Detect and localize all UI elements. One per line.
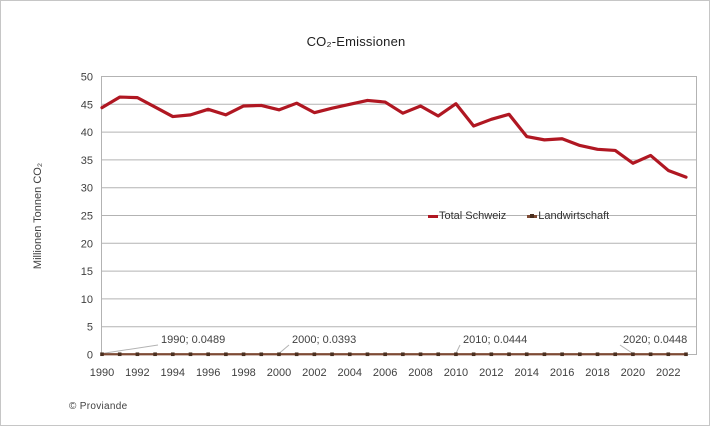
y-tick-label: 25 — [81, 211, 93, 223]
landwirtschaft-marker — [135, 352, 140, 357]
chart-title: CO₂-Emissionen — [306, 34, 406, 49]
x-tick-label: 2008 — [408, 367, 432, 379]
x-tick-label: 2010 — [444, 367, 468, 379]
landwirtschaft-marker — [613, 352, 618, 357]
x-tick-label: 2016 — [550, 367, 574, 379]
landwirtschaft-marker — [489, 352, 494, 357]
landwirtschaft-marker — [436, 352, 441, 357]
legend-item-total-schweiz: Total Schweiz — [428, 210, 506, 222]
x-tick-label: 2000 — [267, 367, 291, 379]
annotation-label: 1990; 0.0489 — [161, 334, 225, 346]
x-tick-label: 1998 — [231, 367, 255, 379]
landwirtschaft-marker — [401, 352, 405, 357]
x-tick-label: 2004 — [338, 367, 362, 379]
x-tick-label: 1996 — [196, 367, 220, 379]
y-tick-label: 10 — [81, 294, 93, 306]
total-schweiz-line-swatch — [428, 214, 438, 218]
annotation-label: 2010; 0.0444 — [463, 334, 527, 346]
y-tick-label: 35 — [81, 155, 93, 167]
y-tick-label: 5 — [87, 322, 93, 334]
x-tick-label: 1992 — [125, 367, 149, 379]
x-tick-label: 2014 — [514, 367, 538, 379]
y-tick-label: 30 — [81, 183, 93, 195]
landwirtschaft-marker — [684, 352, 688, 357]
landwirtschaft-marker — [560, 352, 564, 357]
landwirtschaft-marker — [595, 352, 600, 357]
annotation-label: 2000; 0.0393 — [292, 334, 356, 346]
x-tick-label: 2022 — [656, 367, 680, 379]
landwirtschaft-marker — [383, 352, 387, 357]
landwirtschaft-marker — [224, 352, 228, 357]
x-tick-label: 2002 — [302, 367, 326, 379]
landwirtschaft-marker — [631, 352, 635, 357]
x-tick-label: 1990 — [90, 367, 114, 379]
x-tick-label: 2012 — [479, 367, 503, 379]
landwirtschaft-marker — [330, 352, 334, 357]
landwirtschaft-marker — [206, 352, 210, 357]
landwirtschaft-marker — [188, 352, 193, 357]
y-tick-label: 0 — [87, 350, 93, 362]
landwirtschaft-marker — [153, 352, 157, 357]
landwirtschaft-marker — [312, 352, 317, 357]
y-tick-label: 15 — [81, 266, 93, 278]
landwirtschaft-marker — [578, 352, 582, 357]
landwirtschaft-marker — [454, 352, 458, 357]
landwirtschaft-marker — [365, 352, 370, 357]
landwirtschaft-marker — [277, 352, 281, 357]
landwirtschaft-marker — [666, 352, 671, 357]
annotation-leader-line — [455, 344, 461, 354]
landwirtschaft-marker — [170, 352, 175, 357]
landwirtschaft-marker — [241, 352, 246, 357]
annotation-label: 2020; 0.0448 — [623, 334, 687, 346]
landwirtschaft-marker — [418, 352, 423, 357]
legend-label-total-schweiz: Total Schweiz — [439, 210, 507, 222]
landwirtschaft-marker — [117, 352, 122, 357]
series-line-total-schweiz — [100, 95, 688, 179]
legend: Total Schweiz Landwirtschaft — [428, 210, 609, 222]
x-tick-label: 1994 — [161, 367, 185, 379]
landwirtschaft-marker — [294, 352, 299, 357]
y-tick-label: 20 — [81, 238, 93, 250]
landwirtschaft-marker — [542, 352, 547, 357]
annotation-leader-line — [101, 344, 159, 354]
annotation-leader-line — [619, 344, 634, 354]
landwirtschaft-marker — [648, 352, 653, 357]
copyright-text: © Proviande — [69, 401, 128, 412]
y-tick-label: 45 — [81, 99, 93, 111]
y-tick-label: 40 — [81, 127, 93, 139]
landwirtschaft-marker — [471, 352, 476, 357]
landwirtschaft-marker — [259, 352, 264, 357]
landwirtschaft-line-swatch — [527, 213, 538, 218]
landwirtschaft-marker — [507, 352, 511, 357]
y-tick-label: 50 — [81, 72, 93, 84]
landwirtschaft-marker — [100, 352, 104, 357]
x-tick-label: 2018 — [585, 367, 609, 379]
annotation-leader-line — [278, 344, 290, 354]
legend-label-landwirtschaft: Landwirtschaft — [538, 210, 610, 222]
x-tick-label: 2006 — [373, 367, 397, 379]
legend-item-landwirtschaft: Landwirtschaft — [527, 210, 609, 222]
landwirtschaft-marker — [347, 352, 352, 357]
x-tick-label: 2020 — [621, 367, 645, 379]
landwirtschaft-marker — [524, 352, 529, 357]
